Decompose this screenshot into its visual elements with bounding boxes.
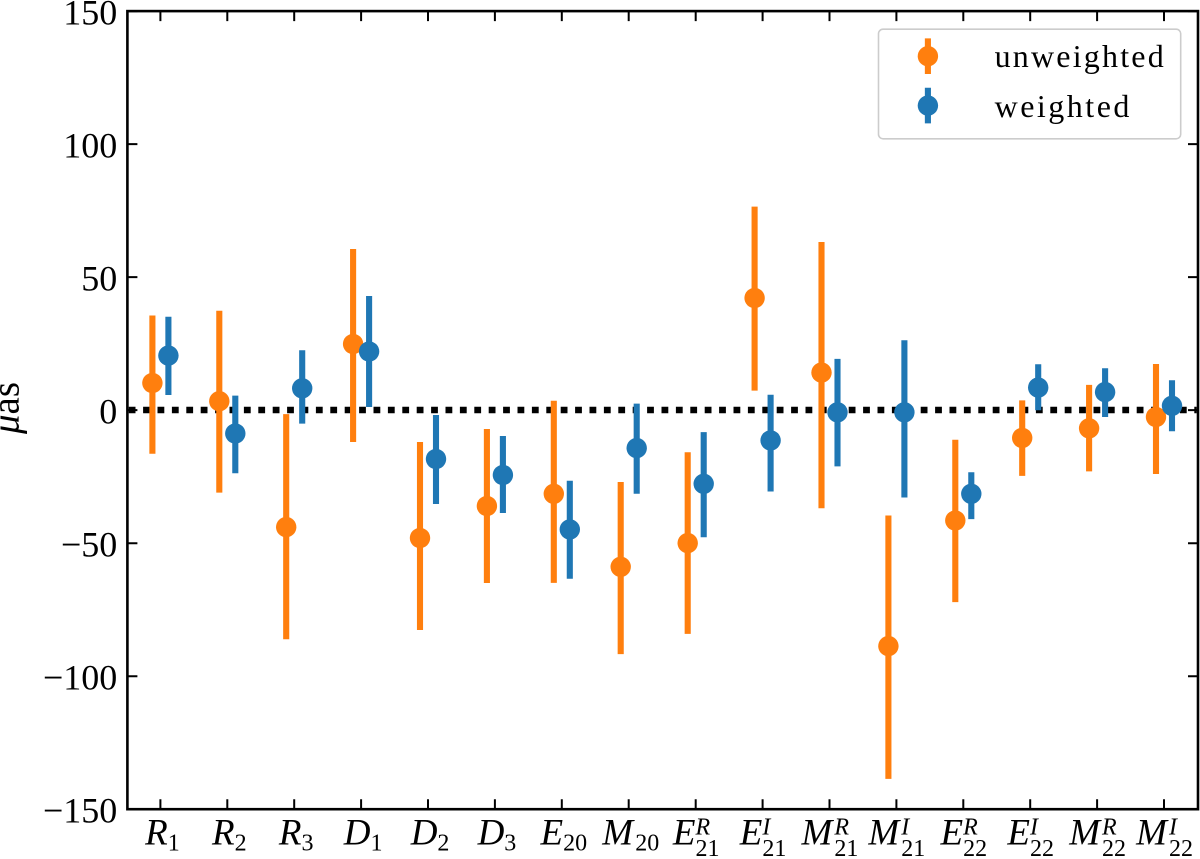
svg-text:−50: −50 xyxy=(61,525,117,565)
svg-text:R: R xyxy=(211,813,235,854)
svg-text:M: M xyxy=(601,813,635,854)
svg-text:2: 2 xyxy=(437,831,449,857)
svg-text:22: 22 xyxy=(1102,836,1126,859)
svg-text:3: 3 xyxy=(302,831,314,857)
svg-text:M: M xyxy=(1135,813,1169,854)
svg-text:I: I xyxy=(900,815,910,841)
svg-text:2: 2 xyxy=(235,831,247,857)
svg-text:1: 1 xyxy=(371,831,383,857)
svg-text:22: 22 xyxy=(1169,836,1193,859)
svg-text:D: D xyxy=(477,813,505,854)
svg-text:−100: −100 xyxy=(43,658,117,698)
svg-text:0: 0 xyxy=(99,391,117,431)
svg-text:R: R xyxy=(1101,815,1117,841)
svg-text:M: M xyxy=(867,813,901,854)
svg-text:21: 21 xyxy=(901,836,925,859)
svg-text:R: R xyxy=(695,815,711,841)
svg-text:M: M xyxy=(1068,813,1102,854)
svg-text:3: 3 xyxy=(504,831,516,857)
svg-text:21: 21 xyxy=(696,836,720,859)
svg-text:E: E xyxy=(1006,813,1030,854)
svg-text:22: 22 xyxy=(963,836,987,859)
svg-text:I: I xyxy=(761,815,771,841)
svg-text:R: R xyxy=(278,813,302,854)
svg-text:21: 21 xyxy=(834,836,858,859)
svg-text:100: 100 xyxy=(63,125,117,165)
svg-text:unweighted: unweighted xyxy=(995,38,1166,74)
svg-text:20: 20 xyxy=(635,831,659,857)
svg-text:D: D xyxy=(410,813,438,854)
svg-text:1: 1 xyxy=(168,831,180,857)
svg-text:E: E xyxy=(940,813,964,854)
svg-text:20: 20 xyxy=(563,831,587,857)
svg-text:weighted: weighted xyxy=(995,88,1132,124)
svg-text:E: E xyxy=(739,813,763,854)
svg-text:M: M xyxy=(801,813,835,854)
svg-text:50: 50 xyxy=(81,258,117,298)
svg-text:R: R xyxy=(962,815,978,841)
svg-text:D: D xyxy=(343,813,371,854)
svg-text:22: 22 xyxy=(1030,836,1054,859)
svg-text:150: 150 xyxy=(63,0,117,32)
svg-text:I: I xyxy=(1029,815,1039,841)
svg-text:I: I xyxy=(1168,815,1178,841)
svg-text:R: R xyxy=(833,815,849,841)
svg-text:−150: −150 xyxy=(43,791,117,831)
svg-text:E: E xyxy=(540,813,564,854)
svg-text:R: R xyxy=(144,813,168,854)
svg-text:E: E xyxy=(672,813,696,854)
svg-text:21: 21 xyxy=(762,836,786,859)
svg-text:μas: μas xyxy=(0,382,28,435)
